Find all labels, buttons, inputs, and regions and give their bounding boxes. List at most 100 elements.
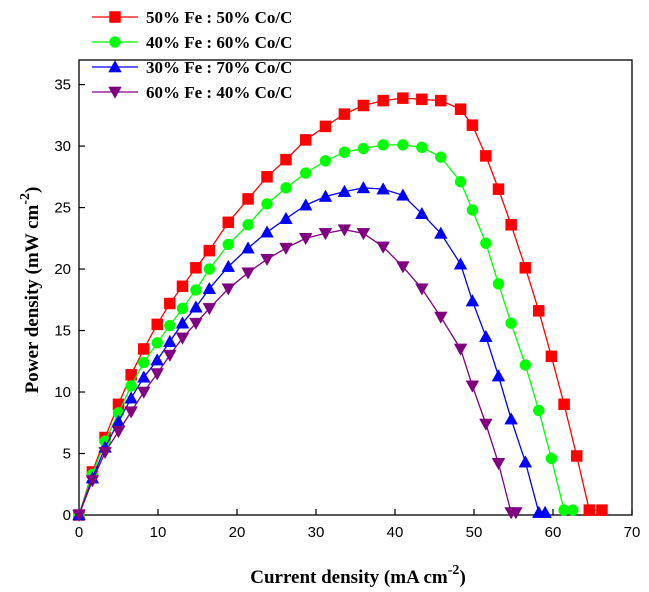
x-tick-label: 30 [308, 524, 325, 541]
data-point [338, 108, 351, 120]
data-point [376, 241, 390, 254]
data-point [416, 93, 428, 106]
data-point [279, 211, 293, 224]
data-point [377, 94, 389, 107]
data-point [356, 181, 371, 194]
data-point [504, 412, 518, 425]
data-point [151, 318, 163, 331]
y-tick-label: 30 [54, 138, 71, 155]
data-point [583, 504, 596, 516]
data-point [491, 369, 506, 382]
data-point [175, 316, 190, 329]
data-point [337, 224, 352, 237]
data-point [356, 228, 371, 241]
data-point [435, 94, 447, 107]
data-point [279, 242, 293, 255]
data-point [492, 278, 505, 290]
data-point [261, 171, 273, 183]
data-point [376, 182, 390, 195]
data-point [150, 353, 164, 366]
data-point [261, 198, 273, 210]
series-1 [73, 92, 608, 521]
data-point [492, 183, 505, 195]
data-point [319, 120, 332, 133]
data-point [242, 193, 254, 205]
data-point [111, 426, 126, 439]
legend-marker [109, 11, 121, 23]
data-point [298, 198, 313, 211]
data-point [242, 219, 254, 231]
data-point [163, 334, 177, 347]
data-point [319, 155, 332, 167]
data-point [505, 219, 517, 231]
data-point [137, 386, 151, 399]
data-point [260, 225, 274, 238]
data-point [202, 303, 217, 316]
x-tick-label: 20 [229, 524, 246, 541]
x-tick-label: 70 [624, 524, 641, 541]
data-point [533, 305, 545, 317]
legend-label: 60% Fe : 40% Co/C [146, 83, 292, 102]
data-point [202, 281, 217, 295]
data-point [280, 153, 292, 166]
data-point [434, 311, 448, 324]
legend-item: 50% Fe : 50% Co/C [92, 8, 292, 27]
data-point [480, 237, 492, 249]
data-point [479, 329, 493, 342]
data-point [545, 452, 558, 465]
y-tick-label: 35 [54, 77, 71, 94]
data-point [98, 446, 112, 460]
data-point [491, 458, 506, 471]
data-point [509, 507, 523, 520]
data-point [85, 475, 100, 488]
y-tick-label: 20 [54, 261, 71, 278]
data-point [533, 404, 545, 417]
data-point [479, 418, 493, 431]
data-point [570, 450, 583, 462]
data-point [138, 343, 150, 355]
data-point [453, 343, 468, 356]
data-point [138, 356, 150, 369]
data-point [454, 175, 467, 188]
data-point [176, 280, 189, 293]
data-point [175, 332, 190, 345]
data-point [545, 350, 558, 363]
data-point [465, 380, 480, 393]
data-point [465, 294, 480, 307]
series-line [78, 97, 602, 516]
y-tick-label: 5 [63, 446, 71, 463]
data-point [357, 99, 370, 112]
data-point [125, 380, 137, 392]
data-point [72, 509, 86, 522]
data-point [337, 184, 352, 197]
x-tick-label: 50 [466, 524, 483, 541]
y-axis-title: Power density (mW cm-2) [18, 187, 43, 394]
data-point [137, 370, 151, 383]
data-point [299, 134, 312, 146]
data-point [164, 319, 176, 332]
x-tick-label: 10 [150, 524, 167, 541]
data-point [260, 253, 274, 267]
plot-frame [78, 59, 633, 516]
data-point [357, 142, 370, 155]
data-point [190, 262, 202, 274]
data-point [338, 146, 351, 158]
data-point [519, 262, 532, 274]
data-point [190, 284, 202, 296]
data-point [176, 302, 189, 315]
data-point [299, 167, 312, 179]
data-point [519, 359, 532, 371]
data-point [435, 151, 447, 163]
legend-item: 60% Fe : 40% Co/C [92, 83, 292, 102]
y-tick-label: 0 [63, 507, 71, 524]
y-tick-label: 25 [54, 200, 71, 217]
legend-item: 30% Fe : 70% Co/C [92, 58, 292, 77]
data-point [453, 257, 468, 270]
legend-marker [109, 36, 121, 48]
y-axis: 0 5 10 15 20 25 30 35 [54, 77, 85, 524]
legend-marker [108, 86, 122, 99]
y-tick-label: 10 [54, 384, 71, 401]
data-point [558, 398, 570, 411]
x-axis: 0 10 20 30 40 50 60 70 [75, 509, 641, 541]
